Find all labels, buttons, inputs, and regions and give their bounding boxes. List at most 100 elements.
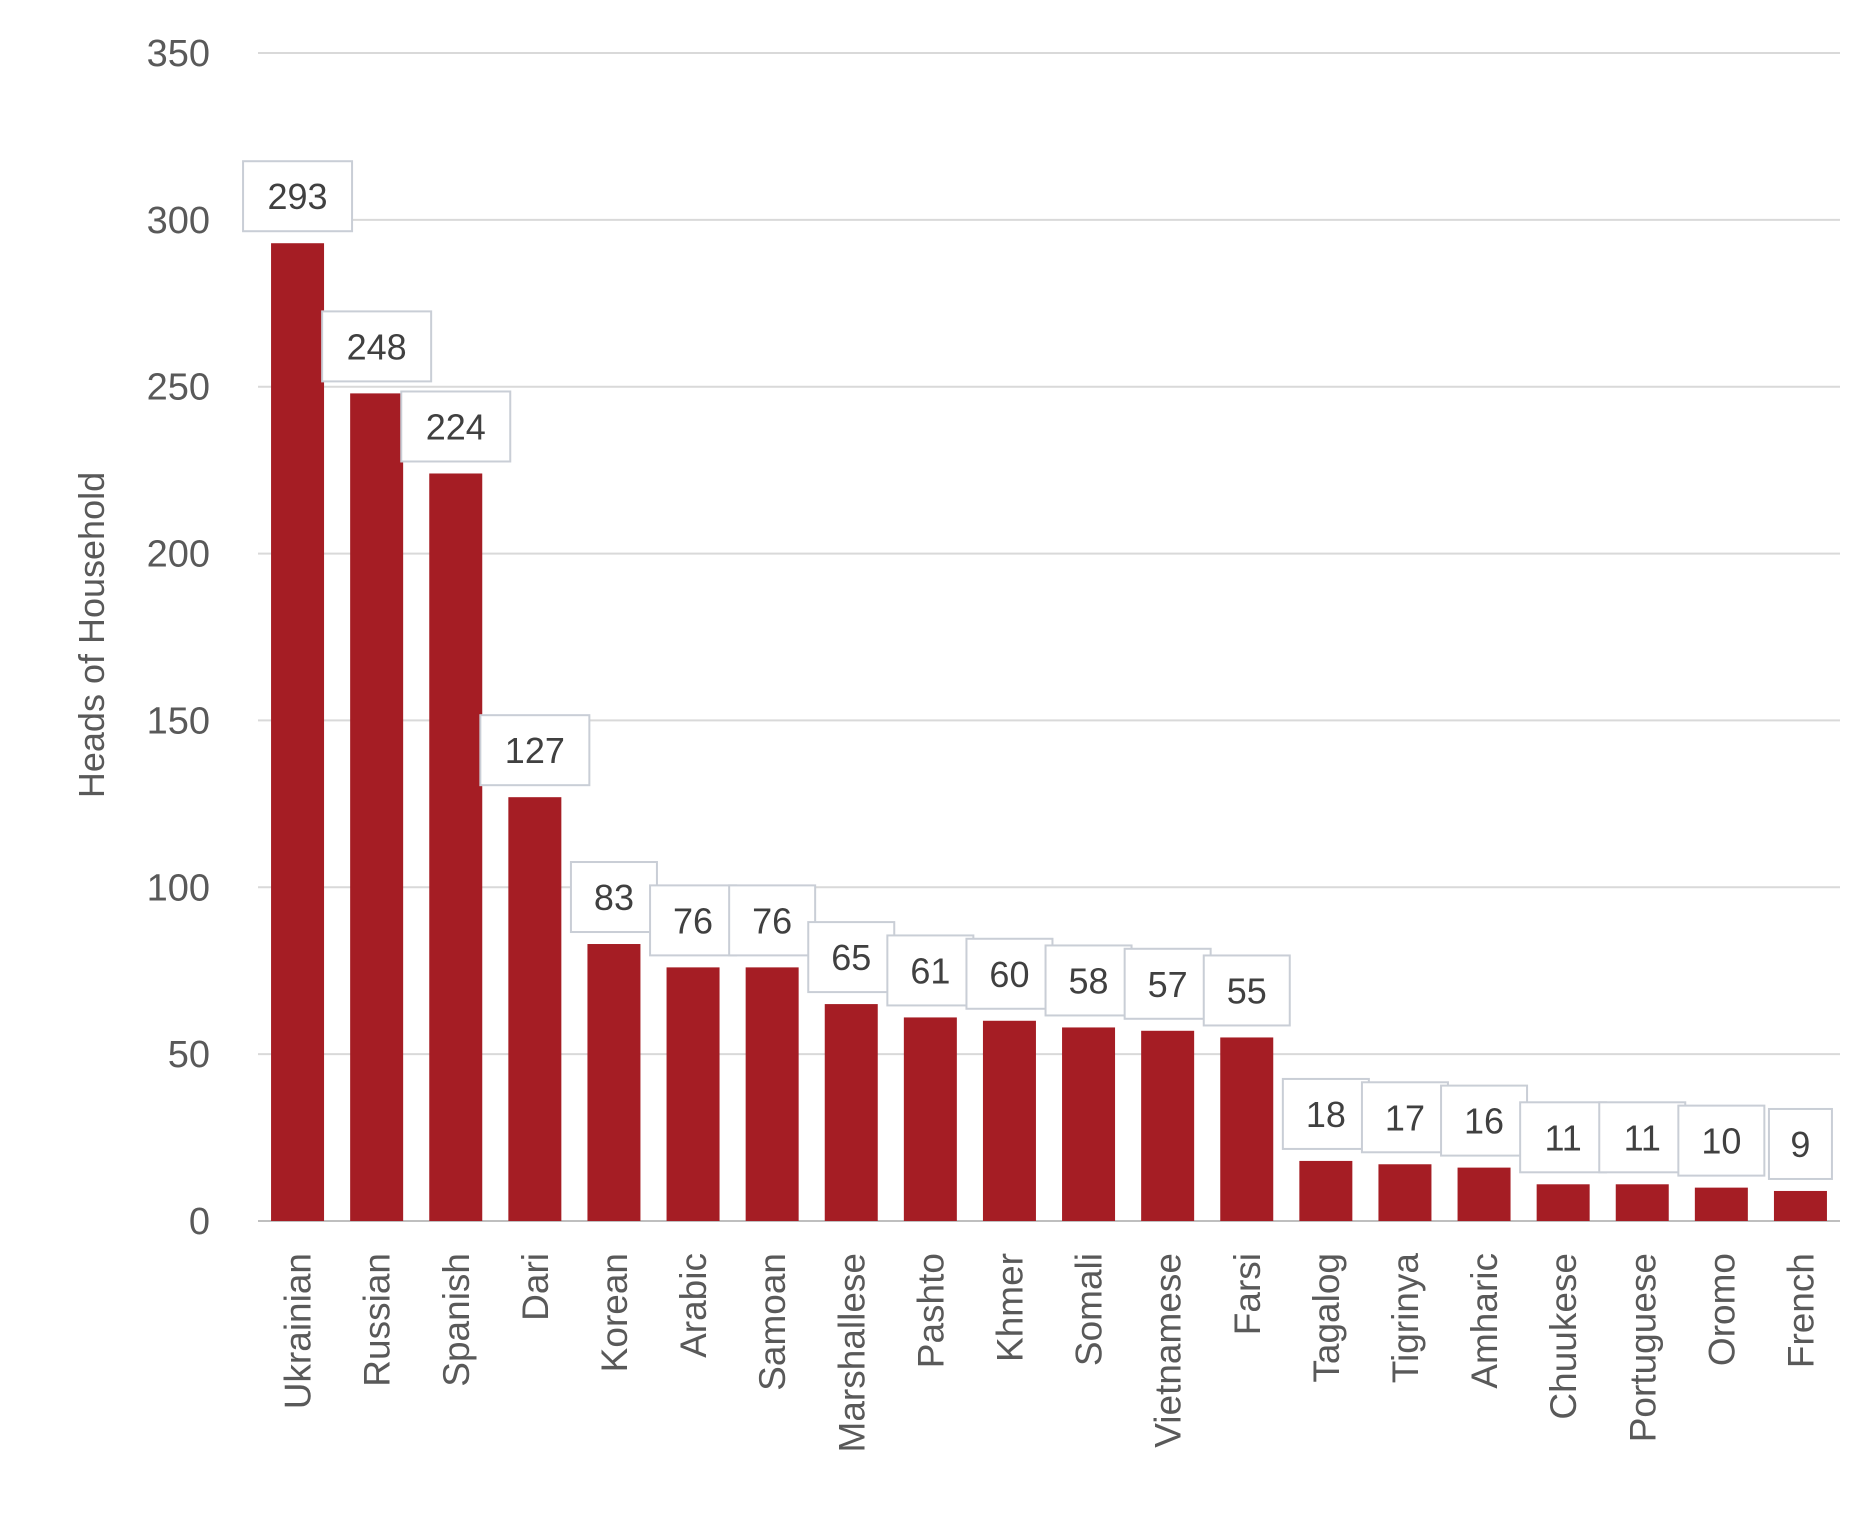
- x-tick-label: Tigrinya: [1385, 1253, 1426, 1384]
- data-label-text: 11: [1624, 1117, 1661, 1158]
- data-label: 83: [569, 861, 658, 934]
- data-label-text: 58: [1069, 960, 1109, 1001]
- data-label-text: 61: [910, 950, 950, 991]
- y-tick-label: 150: [147, 700, 210, 742]
- data-label-text: 293: [268, 176, 328, 217]
- data-label-text: 55: [1227, 970, 1267, 1011]
- x-tick-label: Farsi: [1227, 1253, 1268, 1335]
- x-tick-label: Ukrainian: [278, 1253, 319, 1409]
- data-label: 11: [1519, 1101, 1608, 1174]
- data-label: 61: [886, 934, 975, 1007]
- bar: [982, 1020, 1036, 1221]
- x-tick-label: Oromo: [1701, 1253, 1742, 1366]
- bar: [1062, 1027, 1116, 1221]
- data-label-box: [728, 884, 817, 957]
- data-label-box: [1281, 1077, 1370, 1150]
- bar: [1378, 1164, 1432, 1221]
- data-label-box: [1202, 954, 1291, 1027]
- bar: [1457, 1167, 1511, 1221]
- x-tick-label: Marshallese: [831, 1253, 872, 1452]
- data-label-text: 224: [426, 406, 486, 447]
- data-label: 76: [649, 884, 738, 957]
- data-label-text: 18: [1306, 1094, 1346, 1135]
- data-label-text: 83: [594, 877, 634, 918]
- y-tick-label: 250: [147, 367, 210, 409]
- data-label: 17: [1360, 1081, 1449, 1154]
- data-label-text: 9: [1790, 1124, 1810, 1165]
- data-label-box: [649, 884, 738, 957]
- x-tick-label: Tagalog: [1306, 1253, 1347, 1383]
- data-label-text: 60: [989, 954, 1029, 995]
- data-label: 248: [321, 310, 433, 383]
- data-label-text: 127: [505, 730, 565, 771]
- data-label-box: [1767, 1107, 1833, 1180]
- x-axis-ticks: Ukrainian Russian Spanish Dari Korean Arabic S…: [278, 1253, 1822, 1453]
- y-tick-label: 0: [189, 1201, 210, 1243]
- data-label-box: [1044, 944, 1133, 1017]
- x-tick-label: Arabic: [673, 1253, 714, 1358]
- data-label-box: [569, 861, 658, 934]
- data-label: 127: [479, 714, 591, 787]
- data-label: 57: [1123, 947, 1212, 1020]
- y-tick-label: 350: [147, 33, 210, 75]
- data-label-box: [321, 310, 433, 383]
- x-tick-label: Amharic: [1464, 1253, 1505, 1389]
- bar: [1773, 1190, 1827, 1221]
- data-labels: 293 248 224 127 83 76 76 65 61 60 58 57 55 18 17 16 11 11…: [242, 160, 1833, 1180]
- gridlines: [258, 52, 1840, 1222]
- data-label: 10: [1677, 1104, 1766, 1177]
- x-tick-label: Russian: [357, 1253, 398, 1387]
- bar: [745, 967, 799, 1221]
- data-label: 9: [1767, 1107, 1833, 1180]
- data-label-box: [1677, 1104, 1766, 1177]
- x-tick-label: Dari: [515, 1253, 556, 1321]
- bar: [666, 967, 720, 1221]
- y-tick-label: 100: [147, 867, 210, 909]
- data-label-text: 76: [673, 900, 713, 941]
- data-label-box: [886, 934, 975, 1007]
- y-tick-label: 300: [147, 200, 210, 242]
- x-tick-label: Vietnamese: [1148, 1253, 1189, 1448]
- data-label: 55: [1202, 954, 1291, 1027]
- y-tick-label: 200: [147, 534, 210, 576]
- x-tick-label: Chuukese: [1543, 1253, 1584, 1420]
- bar: [1141, 1030, 1195, 1221]
- data-label: 58: [1044, 944, 1133, 1017]
- data-label-box: [479, 714, 591, 787]
- y-tick-label: 50: [168, 1034, 210, 1076]
- bar: [508, 797, 562, 1221]
- data-label-text: 17: [1385, 1097, 1425, 1138]
- data-label: 224: [400, 390, 512, 463]
- data-label: 65: [807, 921, 896, 994]
- data-label-box: [400, 390, 512, 463]
- bar: [1299, 1160, 1353, 1221]
- data-label-text: 10: [1701, 1121, 1741, 1162]
- bar: [587, 944, 641, 1221]
- bar: [350, 393, 404, 1222]
- data-label-text: 248: [347, 326, 407, 367]
- y-axis-label: Heads of Household: [71, 472, 112, 798]
- data-label-text: 76: [752, 900, 792, 941]
- x-tick-label: Somali: [1069, 1253, 1110, 1366]
- data-label-box: [1360, 1081, 1449, 1154]
- x-tick-label: Pashto: [910, 1253, 951, 1368]
- x-tick-label: Korean: [594, 1253, 635, 1372]
- data-label-box: [1440, 1084, 1529, 1157]
- data-label: 18: [1281, 1077, 1370, 1150]
- bar: [1220, 1037, 1274, 1221]
- x-tick-label: Khmer: [989, 1253, 1030, 1362]
- data-label: 16: [1440, 1084, 1529, 1157]
- x-tick-label: Portuguese: [1622, 1253, 1663, 1442]
- bar: [824, 1004, 878, 1221]
- x-tick-label: Samoan: [752, 1253, 793, 1391]
- data-label-box: [242, 160, 354, 233]
- bars: [271, 243, 1827, 1222]
- data-label: 60: [965, 937, 1054, 1010]
- bar: [429, 473, 483, 1222]
- data-label: 76: [728, 884, 817, 957]
- data-label: 293: [242, 160, 354, 233]
- bar: [1615, 1184, 1669, 1221]
- data-label-text: 11: [1544, 1117, 1581, 1158]
- bar: [1694, 1187, 1748, 1221]
